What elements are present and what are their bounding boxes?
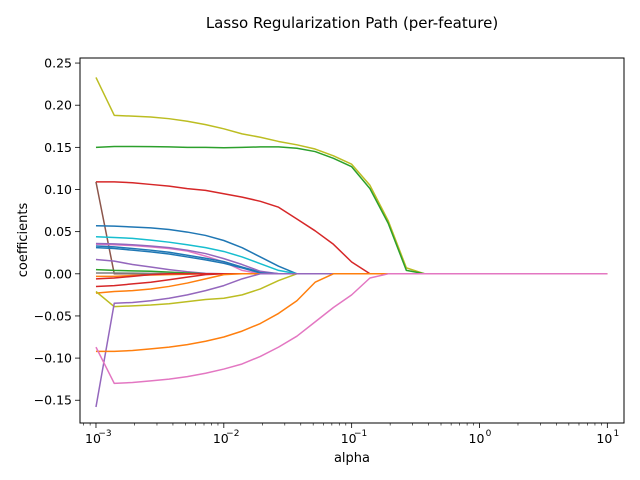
y-axis-label: coefficients — [16, 203, 31, 278]
x-tick-label: 10 — [213, 431, 229, 446]
x-tick-label: 10 — [596, 431, 612, 446]
plot-area — [95, 77, 608, 408]
series-line-21 — [95, 273, 608, 385]
x-axis-label: alpha — [334, 451, 370, 466]
y-tick-label: 0.15 — [44, 140, 72, 155]
y-axis-ticks: −0.15 −0.10 −0.05 0.00 0.05 0.10 0.15 0.20 0.25 — [34, 56, 80, 408]
x-tick-label: 10 — [85, 431, 101, 446]
y-tick-label: 0.00 — [44, 266, 72, 281]
x-tick-exponent: −2 — [226, 429, 239, 439]
x-axis-ticks: 10−3 10−2 10−1 10 0 10 1 — [83, 423, 619, 446]
x-tick-exponent: −3 — [98, 429, 111, 439]
x-tick-exponent: 0 — [486, 429, 492, 439]
x-tick-label: 10 — [341, 431, 357, 446]
y-tick-label: −0.15 — [34, 393, 72, 408]
y-tick-label: 0.25 — [44, 56, 72, 71]
y-tick-label: −0.10 — [34, 351, 72, 366]
y-tick-label: −0.05 — [34, 308, 72, 323]
y-tick-label: 0.05 — [44, 224, 72, 239]
y-tick-label: 0.20 — [44, 98, 72, 113]
x-tick-label: 10 — [469, 431, 485, 446]
x-tick-exponent: 1 — [613, 429, 619, 439]
chart-title: Lasso Regularization Path (per-feature) — [206, 14, 498, 32]
y-tick-label: 0.10 — [44, 182, 72, 197]
x-tick-exponent: −1 — [354, 429, 367, 439]
